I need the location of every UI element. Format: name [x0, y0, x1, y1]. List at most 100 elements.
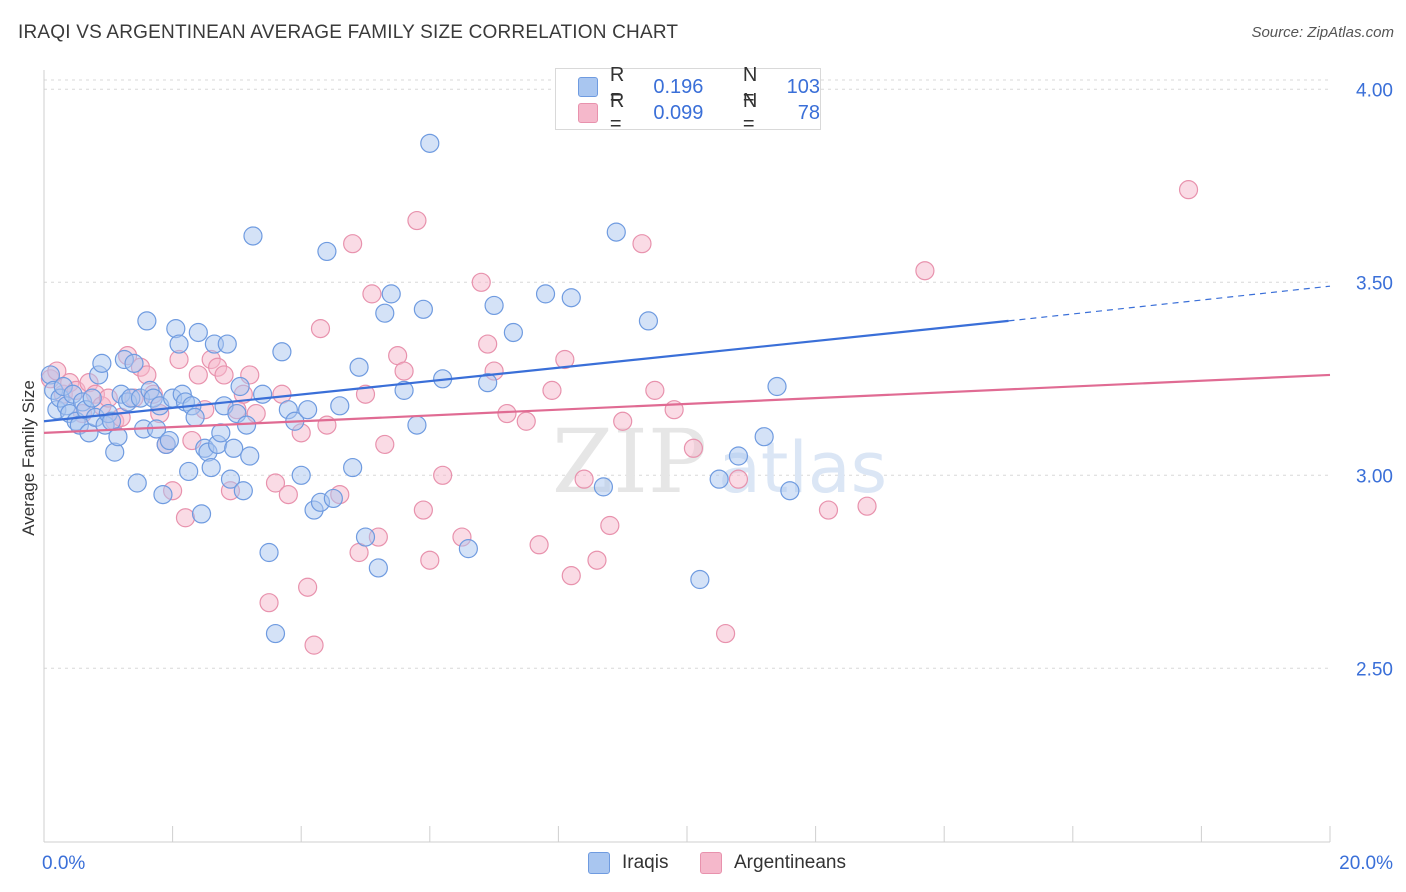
- series-iraqis-points: [40, 133, 800, 644]
- point-iraqis: [188, 322, 208, 343]
- point-iraqis: [780, 481, 800, 501]
- point-iraqis: [272, 342, 292, 362]
- point-argentineans: [574, 469, 594, 489]
- legend-n-label: N =: [742, 64, 758, 109]
- point-argentineans: [542, 380, 562, 400]
- x-tick-labels: 0.0% 20.0%: [42, 853, 1393, 874]
- y-tick-label-1: 3.00: [1356, 466, 1393, 487]
- y-axis-label: Average Family Size: [19, 380, 38, 536]
- legend-swatch-pink: [578, 103, 598, 123]
- point-argentineans: [529, 535, 549, 555]
- point-iraqis: [349, 357, 369, 377]
- point-iraqis: [381, 284, 401, 304]
- point-argentineans: [857, 496, 877, 516]
- axes: [43, 70, 1331, 843]
- point-iraqis: [413, 299, 433, 319]
- point-iraqis: [153, 485, 173, 505]
- series-argentineans-points: [40, 180, 1199, 655]
- legend-label-iraqis: Iraqis: [622, 852, 669, 873]
- point-iraqis: [754, 427, 774, 447]
- point-argentineans: [407, 210, 427, 231]
- point-argentineans: [555, 349, 575, 370]
- point-iraqis: [535, 284, 556, 304]
- point-argentineans: [304, 635, 324, 655]
- legend-item-iraqis: Iraqis: [588, 852, 668, 874]
- point-iraqis: [191, 504, 212, 524]
- point-iraqis: [375, 303, 395, 323]
- point-iraqis: [593, 477, 614, 497]
- point-argentineans: [471, 272, 491, 292]
- point-iraqis: [298, 400, 318, 420]
- point-argentineans: [818, 500, 839, 520]
- point-iraqis: [458, 539, 478, 559]
- point-iraqis: [82, 388, 102, 408]
- point-iraqis: [606, 222, 626, 242]
- point-iraqis: [124, 353, 144, 373]
- point-iraqis: [638, 311, 659, 331]
- point-iraqis: [478, 373, 498, 393]
- y-tick-label-0: 2.50: [1356, 659, 1393, 680]
- legend-swatch-blue: [578, 77, 598, 97]
- point-iraqis: [211, 423, 231, 443]
- point-argentineans: [600, 515, 620, 536]
- point-iraqis: [323, 488, 343, 509]
- point-argentineans: [214, 365, 234, 385]
- point-iraqis: [259, 542, 279, 563]
- point-argentineans: [420, 550, 440, 570]
- point-argentineans: [278, 485, 298, 505]
- point-argentineans: [413, 500, 433, 520]
- trend-lines: [43, 285, 1331, 434]
- point-iraqis: [330, 396, 350, 416]
- point-iraqis: [166, 319, 186, 339]
- point-argentineans: [478, 334, 498, 354]
- point-iraqis: [355, 527, 376, 547]
- legend-r-value: 0.196: [653, 75, 704, 98]
- point-iraqis: [217, 334, 237, 354]
- trend-line-iraqis-extension: [1008, 285, 1331, 322]
- point-iraqis: [407, 415, 427, 435]
- point-argentineans: [355, 384, 376, 404]
- point-argentineans: [516, 411, 536, 431]
- point-iraqis: [230, 376, 250, 397]
- point-argentineans: [298, 577, 318, 597]
- point-iraqis: [253, 384, 273, 404]
- trend-line-iraqis: [43, 319, 1009, 423]
- point-iraqis: [243, 226, 263, 246]
- point-iraqis: [201, 457, 221, 478]
- point-argentineans: [728, 469, 749, 489]
- y-tick-labels: 2.50 3.00 3.50 4.00: [1356, 80, 1393, 680]
- point-argentineans: [343, 234, 363, 254]
- point-argentineans: [362, 284, 382, 304]
- point-argentineans: [645, 380, 665, 400]
- legend-r-value: 0.099: [653, 101, 704, 124]
- point-iraqis: [265, 623, 286, 644]
- legend-n-label: N =: [742, 90, 758, 135]
- trend-line-argentineans: [43, 373, 1331, 434]
- point-iraqis: [317, 241, 337, 262]
- point-iraqis: [92, 353, 112, 373]
- point-argentineans: [265, 473, 286, 493]
- point-iraqis: [127, 473, 147, 493]
- point-argentineans: [1178, 180, 1199, 200]
- point-argentineans: [433, 465, 453, 485]
- stats-legend: R = 0.196 N = 103 R = 0.099 N = 78: [555, 64, 821, 135]
- point-iraqis: [394, 380, 414, 400]
- legend-row-argentineans: R = 0.099 N = 78: [578, 90, 820, 135]
- point-argentineans: [310, 319, 331, 339]
- point-iraqis: [224, 438, 244, 458]
- point-iraqis: [728, 446, 749, 466]
- point-iraqis: [484, 295, 504, 316]
- point-argentineans: [188, 365, 208, 385]
- point-iraqis: [291, 465, 311, 485]
- point-iraqis: [169, 334, 189, 354]
- point-iraqis: [179, 461, 199, 482]
- point-iraqis: [343, 457, 363, 478]
- watermark: ZIP atlas: [552, 410, 887, 513]
- point-argentineans: [715, 623, 736, 644]
- legend-row-iraqis: R = 0.196 N = 103: [578, 64, 820, 109]
- legend-label-argentineans: Argentineans: [734, 852, 846, 873]
- point-iraqis: [709, 469, 729, 489]
- point-iraqis: [159, 430, 179, 451]
- legend-r-label: R =: [609, 90, 625, 135]
